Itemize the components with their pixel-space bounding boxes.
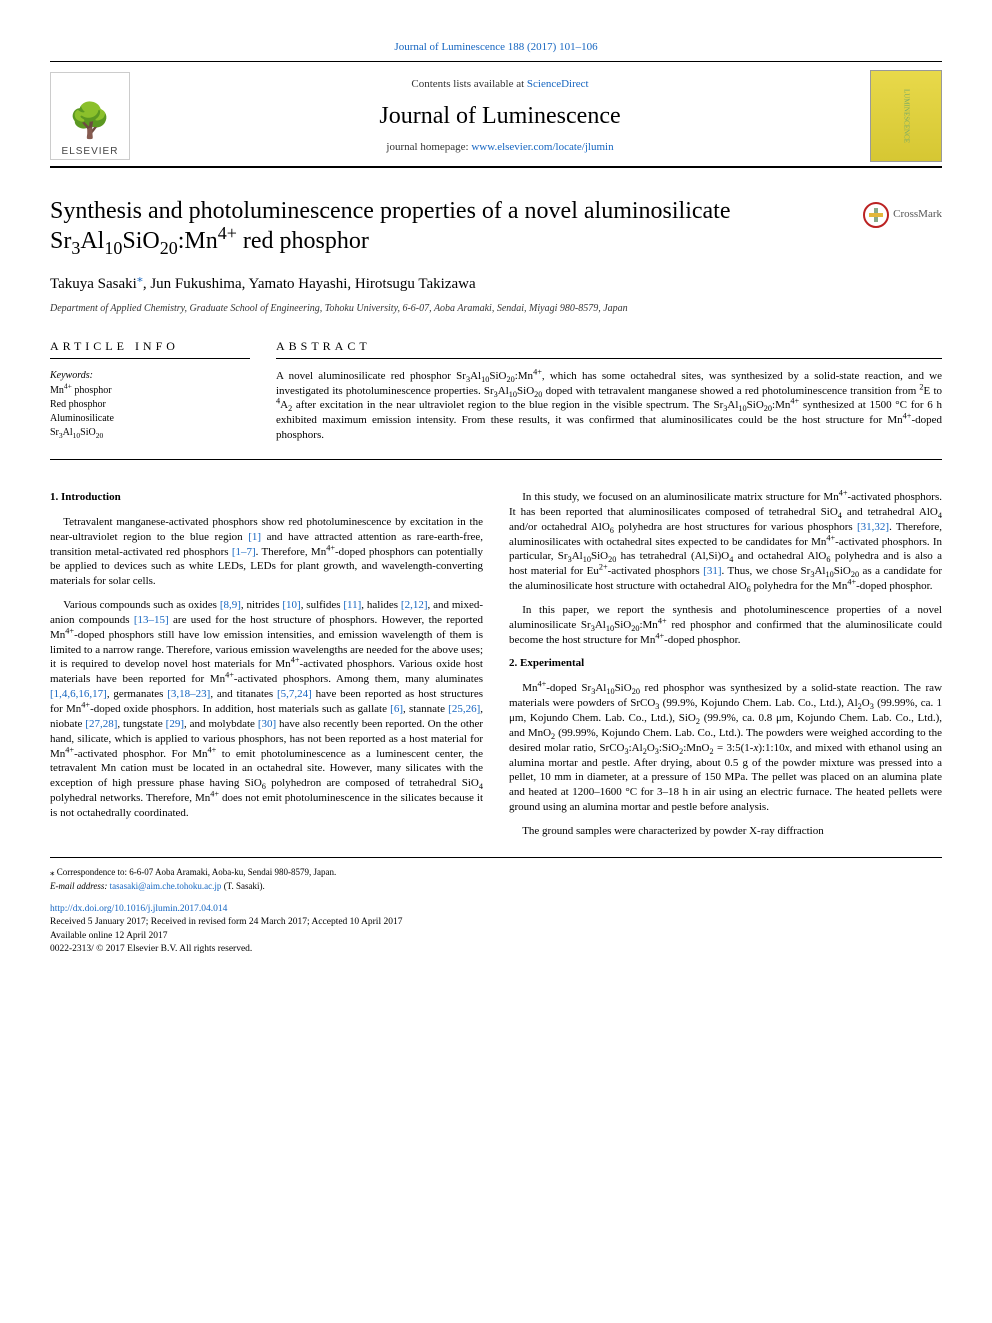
journal-issue-link[interactable]: Journal of Luminescence 188 (2017) 101–1… (50, 40, 942, 55)
keywords-label: Keywords: (50, 369, 250, 383)
affiliation: Department of Applied Chemistry, Graduat… (50, 302, 942, 316)
contents-prefix: Contents lists available at (411, 78, 526, 90)
article-title: Synthesis and photoluminescence properti… (50, 196, 851, 256)
crossmark-icon (863, 202, 889, 228)
body-paragraph: Various compounds such as oxides [8,9], … (50, 598, 483, 821)
body-paragraph: In this study, we focused on an aluminos… (509, 490, 942, 594)
email-link[interactable]: tasasaki@aim.che.tohoku.ac.jp (110, 881, 222, 891)
abstract-label: ABSTRACT (276, 338, 942, 359)
body-paragraph: Tetravalent manganese-activated phosphor… (50, 515, 483, 589)
history-line: Received 5 January 2017; Received in rev… (50, 916, 942, 929)
header-center: Contents lists available at ScienceDirec… (130, 77, 870, 155)
elsevier-logo[interactable]: 🌳 ELSEVIER (50, 72, 130, 160)
email-line: E-mail address: tasasaki@aim.che.tohoku.… (50, 880, 942, 893)
journal-header: 🌳 ELSEVIER Contents lists available at S… (50, 61, 942, 168)
homepage-prefix: journal homepage: (386, 141, 471, 153)
experimental-heading: 2. Experimental (509, 656, 942, 671)
article-body: 1. Introduction Tetravalent manganese-ac… (50, 490, 942, 839)
abstract-column: ABSTRACT A novel aluminosilicate red pho… (276, 338, 942, 443)
sciencedirect-link[interactable]: ScienceDirect (527, 78, 589, 90)
contents-line: Contents lists available at ScienceDirec… (130, 77, 870, 92)
info-abstract-block: ARTICLE INFO Keywords: Mn4+ phosphorRed … (50, 338, 942, 460)
elsevier-logo-text: ELSEVIER (60, 145, 121, 159)
article-info-column: ARTICLE INFO Keywords: Mn4+ phosphorRed … (50, 338, 250, 443)
email-label: E-mail address: (50, 881, 110, 891)
journal-cover-thumbnail[interactable]: LUMINESCENCE (870, 70, 942, 162)
body-paragraph: In this paper, we report the synthesis a… (509, 603, 942, 648)
abstract-text: A novel aluminosilicate red phosphor Sr3… (276, 369, 942, 443)
email-suffix: (T. Sasaki). (221, 881, 264, 891)
homepage-line: journal homepage: www.elsevier.com/locat… (130, 140, 870, 155)
journal-name: Journal of Luminescence (130, 100, 870, 132)
crossmark-label: CrossMark (893, 207, 942, 222)
body-paragraph: The ground samples were characterized by… (509, 824, 942, 839)
keywords-list: Mn4+ phosphorRed phosphorAluminosilicate… (50, 384, 250, 440)
title-row: Synthesis and photoluminescence properti… (50, 196, 942, 270)
online-line: Available online 12 April 2017 (50, 930, 942, 943)
crossmark-badge[interactable]: CrossMark (863, 202, 942, 228)
tree-icon: 🌳 (69, 99, 111, 145)
correspondence-note: ⁎ Correspondence to: 6-6-07 Aoba Aramaki… (50, 866, 942, 879)
copyright-line: 0022-2313/ © 2017 Elsevier B.V. All righ… (50, 943, 942, 956)
article-footer: ⁎ Correspondence to: 6-6-07 Aoba Aramaki… (50, 857, 942, 956)
article-info-label: ARTICLE INFO (50, 338, 250, 359)
doi-link[interactable]: http://dx.doi.org/10.1016/j.jlumin.2017.… (50, 904, 227, 914)
introduction-heading: 1. Introduction (50, 490, 483, 505)
homepage-link[interactable]: www.elsevier.com/locate/jlumin (471, 141, 613, 153)
body-paragraph: Mn4+-doped Sr3Al10SiO20 red phosphor was… (509, 681, 942, 815)
corresponding-author-link[interactable]: ⁎ (137, 271, 143, 285)
author-list: Takuya Sasaki⁎, Jun Fukushima, Yamato Ha… (50, 270, 942, 294)
